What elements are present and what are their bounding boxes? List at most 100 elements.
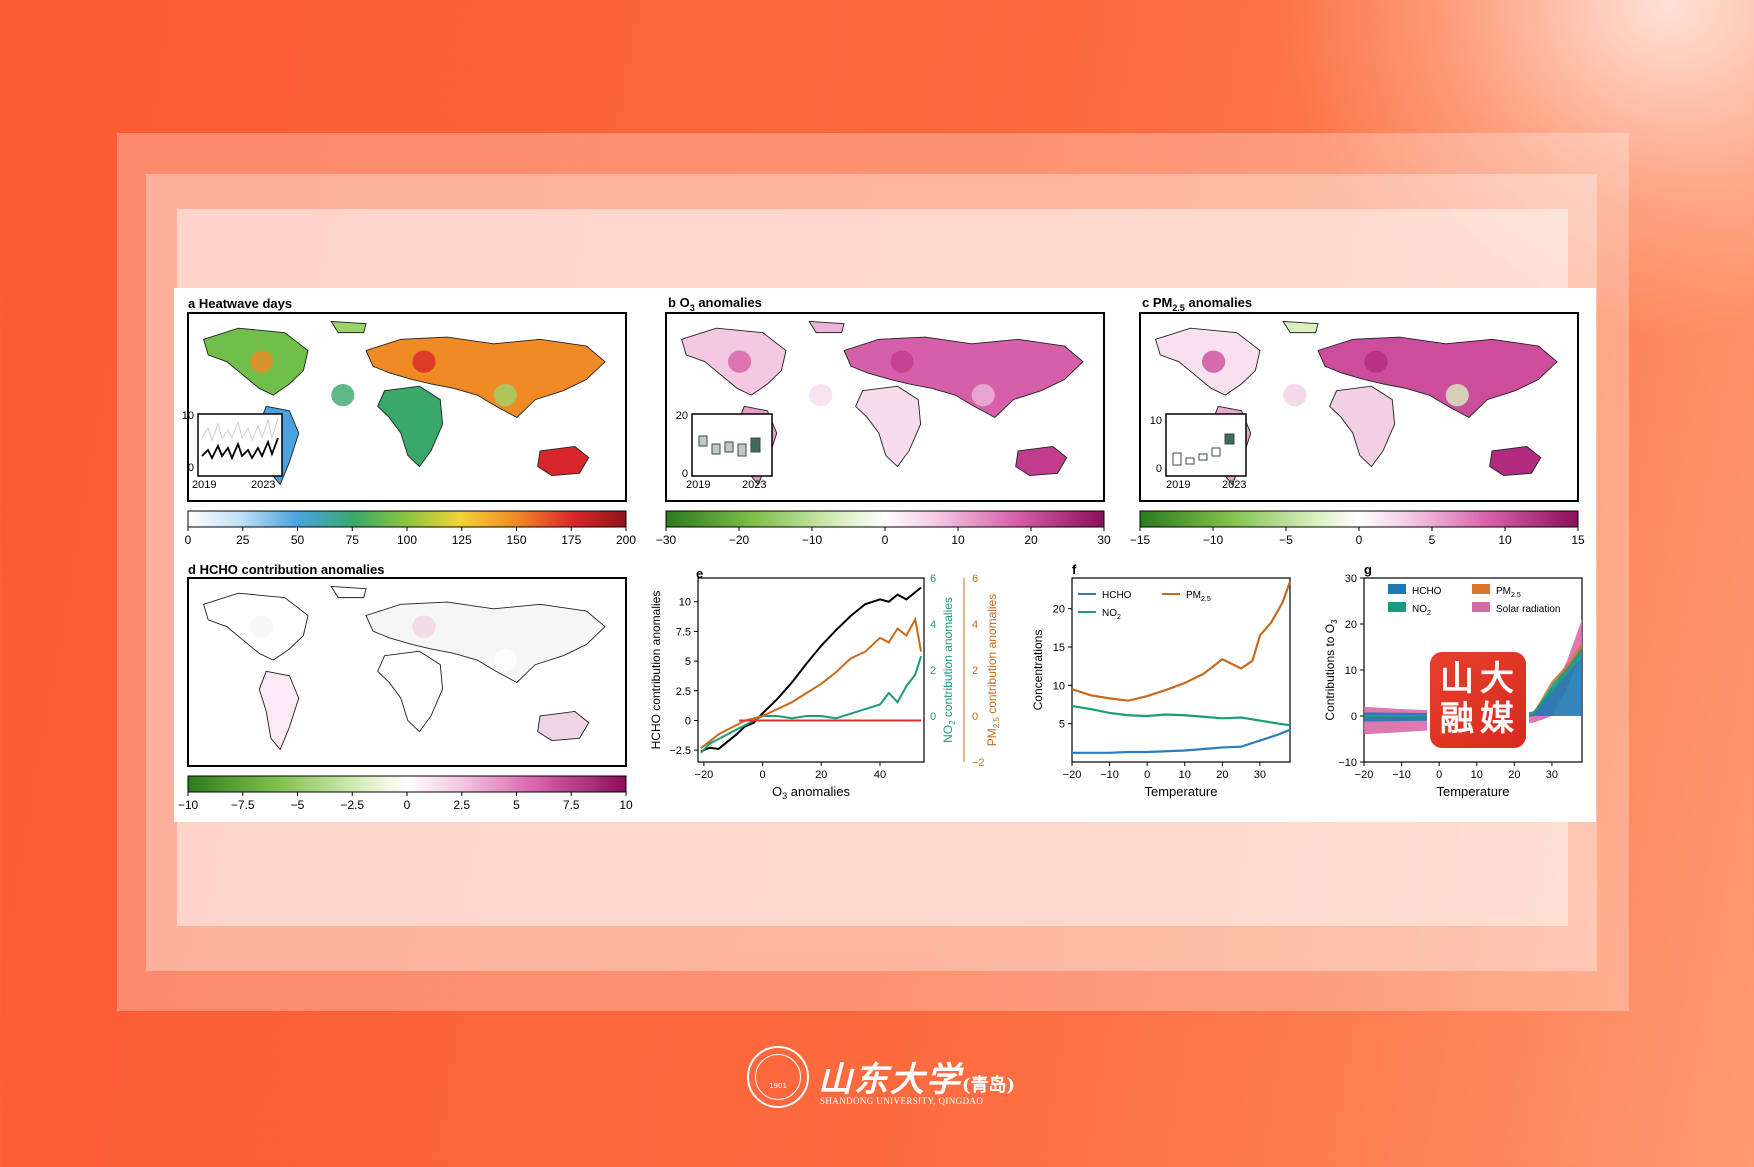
- y-tick-label: 5: [1059, 719, 1065, 731]
- continent-shape: [330, 320, 367, 334]
- x-tick-label: −10: [1100, 769, 1119, 781]
- svg-text:0: 0: [1156, 463, 1162, 475]
- inset-c: 10 0 2019 2023: [1150, 413, 1247, 491]
- y-axis-label: Contributions to O3: [1323, 619, 1339, 721]
- y-right1-tick-label: 2: [930, 665, 936, 677]
- series-line-no2: [1071, 704, 1291, 727]
- seal-year: 1901: [769, 1082, 787, 1090]
- colorbar-b: −30 −20 −10 0 10 20 30: [656, 510, 1111, 547]
- x-tick-label: −20: [1355, 769, 1374, 781]
- panel-g-label: g: [1364, 562, 1372, 577]
- colorbar-tick-label: 10: [951, 533, 965, 547]
- y-right1-tick-label: 4: [930, 619, 936, 631]
- colorbar-tick-label: 10: [619, 798, 633, 812]
- series-area-hcho: [1364, 656, 1582, 722]
- colorbar-tick-label: 25: [236, 533, 250, 547]
- x-tick-label: 0: [1144, 769, 1150, 781]
- legend-label: NO2: [1412, 604, 1431, 617]
- y-tick-label: 30: [1345, 573, 1357, 585]
- colorbar-tick-label: −5: [1279, 533, 1293, 547]
- watermark-char: 融: [1440, 699, 1474, 739]
- continents: [203, 320, 606, 486]
- colorbar-tick-label: −15: [1130, 533, 1151, 547]
- continent-shape: [1015, 446, 1068, 476]
- y-tick-label: 10: [679, 597, 691, 609]
- colorbar-tick-label: 2.5: [453, 798, 470, 812]
- colorbar-tick-label: 7.5: [563, 798, 580, 812]
- inset-a: 10 0 2019 2023: [182, 410, 283, 491]
- colorbar-tick-label: 0: [185, 533, 192, 547]
- university-name-en: SHANDONG UNIVERSITY, QINGDAO: [820, 1096, 984, 1106]
- chart-f: −20 −10 0 10 20 30 5 10 15 20 Temperature Concentra…: [1031, 577, 1292, 799]
- colorbar-d: −10 −7.5 −5 −2.5 0 2.5 5 7.5 10: [178, 775, 633, 812]
- y-right2-tick-label: 6: [972, 573, 978, 585]
- map-hcho-contribution: [187, 577, 627, 767]
- panel-d-title: d HCHO contribution anomalies: [188, 562, 384, 577]
- continent-shape: [330, 585, 367, 599]
- continent-shape: [258, 670, 300, 751]
- svg-text:2019: 2019: [192, 479, 216, 491]
- y-right1-tick-label: 0: [930, 711, 936, 723]
- y-right2-tick-label: 2: [972, 665, 978, 677]
- legend-swatch: [1472, 584, 1490, 594]
- continent-shape: [1282, 320, 1319, 334]
- map-hotspot: [250, 615, 274, 638]
- colorbar-tick-label: 0: [404, 798, 411, 812]
- series-line-pm25: [700, 616, 923, 749]
- y-tick-label: 5: [685, 656, 691, 668]
- svg-text:0: 0: [188, 462, 194, 474]
- map-hotspot: [412, 615, 436, 638]
- y-right1-label: NO2 contribution anomalies: [941, 597, 957, 743]
- legend-swatch: [1388, 584, 1406, 594]
- colorbar-tick-label: 5: [513, 798, 520, 812]
- continent-shape: [1489, 446, 1542, 476]
- x-tick-label: 30: [1546, 769, 1558, 781]
- continents: [681, 320, 1084, 486]
- watermark-char: 大: [1480, 659, 1514, 699]
- colorbar-a: 0 25 50 75 100 125 150 175 200: [185, 510, 636, 547]
- legend-label: HCHO: [1102, 590, 1132, 601]
- y-tick-label: 0: [685, 715, 691, 727]
- x-tick-label: −20: [695, 769, 714, 781]
- svg-text:10: 10: [1150, 415, 1162, 427]
- x-axis-label: Temperature: [1145, 784, 1218, 799]
- colorbar-tick-label: 150: [506, 533, 526, 547]
- legend-swatch: [1388, 602, 1406, 612]
- colorbar-tick-label: 75: [346, 533, 360, 547]
- watermark-char: 山: [1440, 659, 1474, 699]
- svg-text:2023: 2023: [251, 479, 275, 491]
- x-tick-label: 20: [815, 769, 827, 781]
- colorbar-tick-label: 5: [1429, 533, 1436, 547]
- x-tick-label: 0: [1436, 769, 1442, 781]
- legend-label: NO2: [1102, 608, 1121, 621]
- figure-svg: a Heatwave days b O3 anomalies c PM2.5 a…: [178, 295, 1585, 812]
- svg-text:2019: 2019: [1166, 479, 1190, 491]
- y-tick-label: 20: [1345, 619, 1357, 631]
- x-tick-label: 30: [1254, 769, 1266, 781]
- colorbar-tick-label: −20: [729, 533, 750, 547]
- map-hotspot: [1283, 383, 1307, 407]
- map-hotspot: [890, 350, 914, 373]
- x-tick-label: 20: [1216, 769, 1228, 781]
- figure-panel: a Heatwave days b O3 anomalies c PM2.5 a…: [174, 288, 1596, 822]
- map-hotspot: [809, 383, 833, 407]
- svg-text:2019: 2019: [686, 479, 710, 491]
- continent-shape: [537, 711, 590, 741]
- university-name: 山东大学(青岛): [818, 1060, 1016, 1100]
- x-tick-label: 20: [1508, 769, 1520, 781]
- x-tick-label: 10: [1471, 769, 1483, 781]
- colorbar-tick-label: 15: [1571, 533, 1585, 547]
- colorbar-tick-label: −30: [656, 533, 677, 547]
- y-tick-label: −2.5: [669, 745, 691, 757]
- colorbar-tick-label: 20: [1024, 533, 1038, 547]
- y-tick-label: 2.5: [676, 686, 691, 698]
- map-hotspot: [1202, 350, 1226, 373]
- inset-b: 20 0 2019 2023: [676, 410, 773, 491]
- colorbar-tick-label: 0: [882, 533, 889, 547]
- continent-shape: [377, 385, 444, 468]
- x-tick-label: −10: [1392, 769, 1411, 781]
- svg-text:2023: 2023: [1222, 479, 1246, 491]
- colorbar-tick-label: −2.5: [340, 798, 364, 812]
- x-tick-label: 0: [760, 769, 766, 781]
- panel-e-label: e: [696, 566, 703, 581]
